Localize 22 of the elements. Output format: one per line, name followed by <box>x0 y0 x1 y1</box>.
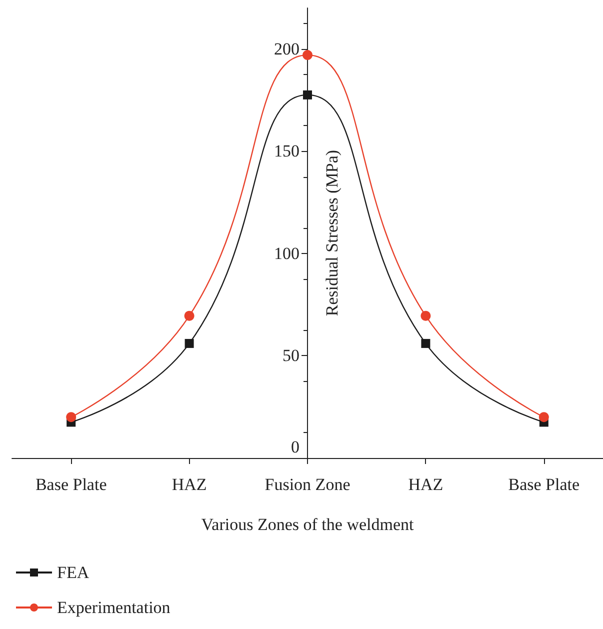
x-tick-label: Base Plate <box>35 475 107 494</box>
legend-label: Experimentation <box>57 598 171 617</box>
point <box>420 310 431 321</box>
y-axis-title: Residual Stresses (MPa) <box>322 150 342 316</box>
point <box>184 338 194 348</box>
point <box>538 412 549 422</box>
x-tick-label: Base Plate <box>508 475 580 494</box>
point <box>184 310 194 321</box>
y-tick-label: 100 <box>274 244 300 263</box>
point <box>302 50 312 60</box>
legend-label: FEA <box>57 563 90 582</box>
point <box>66 412 76 422</box>
y-tick-label: 150 <box>274 142 300 161</box>
point <box>421 338 430 348</box>
y-tick-label: 50 <box>282 346 300 366</box>
x-tick-label: HAZ <box>172 475 207 494</box>
x-tick-label: Fusion Zone <box>264 475 350 494</box>
x-axis-title: Various Zones of the weldment <box>201 515 414 534</box>
x-tick-label: HAZ <box>408 475 444 494</box>
y-tick-label: 200 <box>274 39 300 58</box>
point <box>303 90 312 100</box>
y-tick-label: 0 <box>291 438 300 456</box>
